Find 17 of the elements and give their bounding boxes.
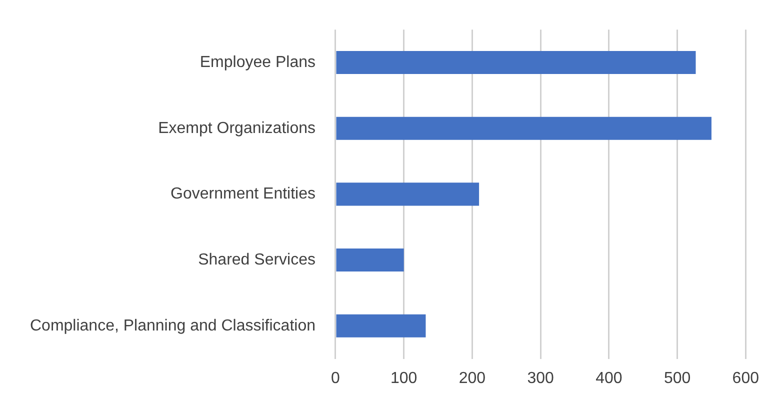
bar	[336, 51, 696, 74]
bar	[336, 116, 712, 140]
y-tick-label: Employee Plans	[200, 54, 316, 71]
x-tick-label: 0	[331, 370, 340, 387]
bar	[336, 314, 426, 338]
x-tick-label: 500	[664, 370, 691, 387]
y-tick-label: Exempt Organizations	[158, 120, 316, 137]
x-tick-label: 200	[458, 370, 486, 387]
x-tick-label: 300	[527, 370, 554, 387]
x-tick-label: 600	[732, 370, 760, 387]
y-tick-label: Shared Services	[198, 251, 316, 268]
y-tick-label: Government Entities	[170, 186, 316, 203]
bar	[336, 182, 480, 206]
x-tick-label: 100	[390, 370, 418, 387]
x-tick-label: 400	[596, 370, 622, 387]
bar	[336, 248, 404, 272]
y-tick-label: Compliance, Planning and Classification	[30, 317, 316, 334]
